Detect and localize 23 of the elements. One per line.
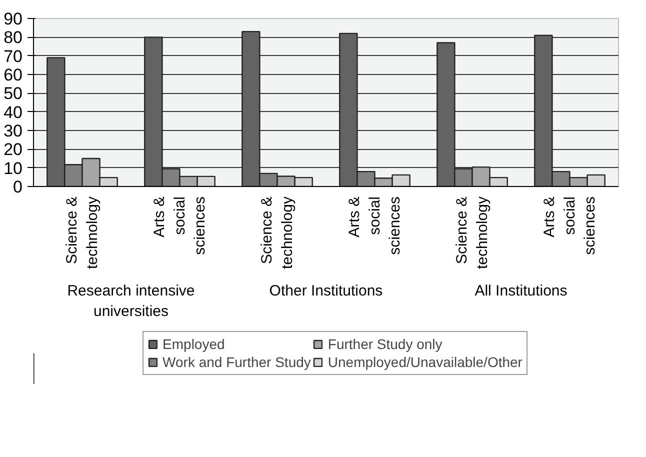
text: All Institutions: [474, 282, 568, 300]
text: Other Institutions: [269, 282, 383, 300]
y-tick-label: 70: [4, 46, 23, 66]
y-tick-label: 20: [4, 140, 23, 160]
y-tick-label: 50: [4, 84, 23, 104]
y-tick-label: 0: [13, 178, 23, 196]
x-tick-label: Arts & social sciences: [346, 196, 404, 255]
x-tick-label: Arts & social sciences: [540, 196, 599, 255]
y-tick-label: 80: [4, 28, 23, 48]
text: Research intensive universities: [67, 282, 195, 320]
x-tick-label: Science & technology: [258, 196, 296, 270]
legend-label: Employed: [162, 336, 225, 352]
y-tick-label: 60: [4, 66, 23, 84]
y-tick-label: 10: [4, 158, 23, 178]
x-tick-label: Science & technology: [64, 196, 101, 270]
y-tick-label: 30: [4, 122, 23, 140]
y-tick-label: 40: [4, 102, 23, 122]
x-tick-label: Science & technology: [454, 196, 491, 270]
legend-label: Unemployed/Unavailable/Other: [328, 354, 522, 370]
y-tick-label: 90: [4, 10, 23, 28]
x-tick-label: Arts & social sciences: [150, 196, 209, 255]
legend-label: Further Study only: [328, 336, 442, 352]
legend-label: Work and Further Study: [162, 354, 311, 370]
